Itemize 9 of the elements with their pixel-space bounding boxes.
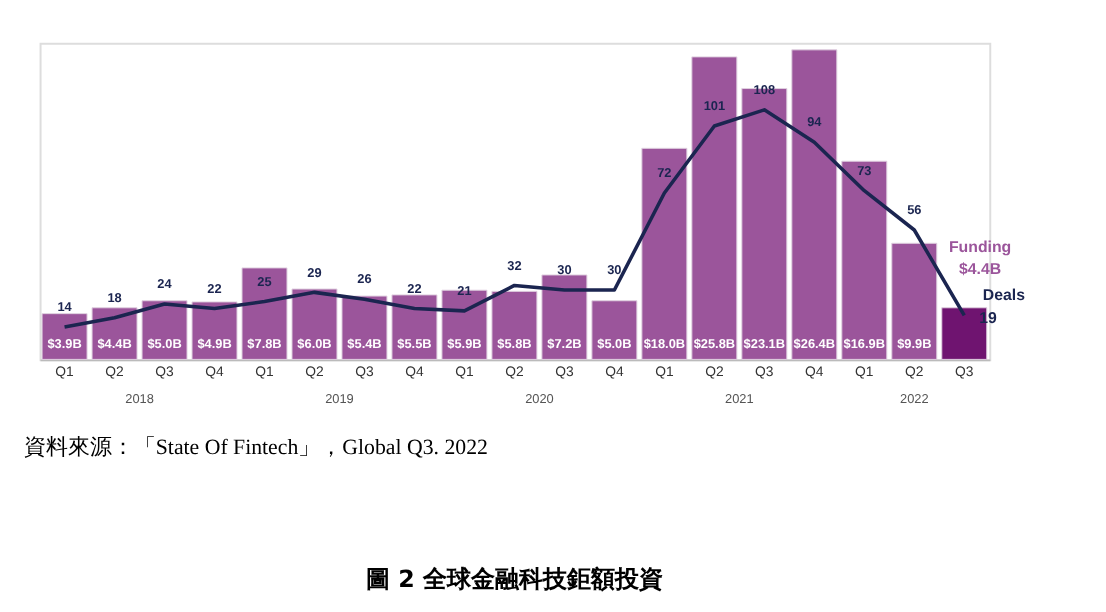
series-label: Deals [982, 285, 1027, 304]
series-label: Funding [948, 238, 1012, 257]
text: 圖 2 全球金融科技鉅額投資 [365, 564, 663, 593]
bar [891, 242, 938, 360]
bar [841, 160, 888, 360]
source-note: 資料來源：「State Of Fintech」，Global Q3. 2022 [23, 434, 488, 461]
bar [791, 49, 838, 360]
bar [741, 88, 788, 360]
data-label: $4.4B [958, 260, 1002, 279]
